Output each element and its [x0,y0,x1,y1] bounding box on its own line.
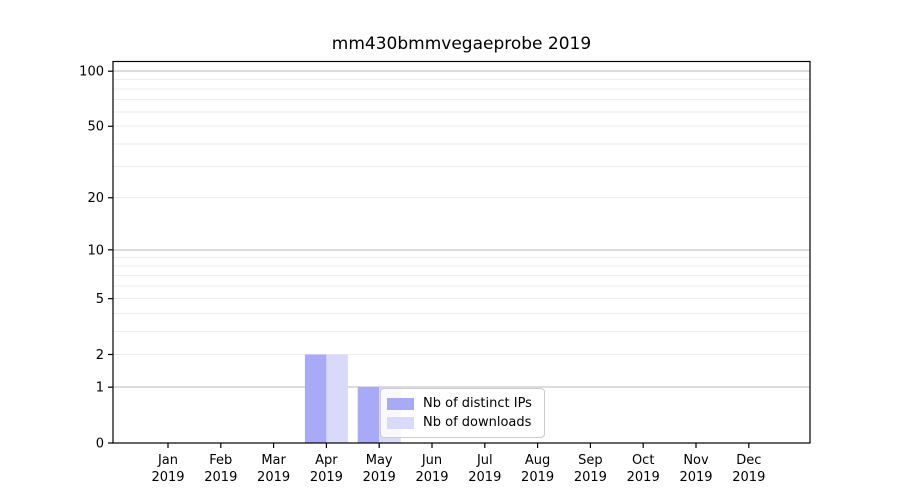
x-tick-label-jan: Jan [157,453,178,468]
legend-entry-distinct-ips: Nb of distinct IPs [387,396,536,411]
x-tick-label-aug: Aug [525,453,550,468]
x-tick-label-may: May [366,453,393,468]
bar-downloads-apr [326,354,348,443]
y-tick-label-2: 2 [96,348,104,363]
x-tick-sublabel-may: 2019 [363,470,396,485]
y-tick-label-0: 0 [96,437,104,452]
x-tick-sublabel-feb: 2019 [204,470,237,485]
x-tick-sublabel-nov: 2019 [679,470,712,485]
y-tick-label-10: 10 [87,243,104,258]
x-tick-sublabel-aug: 2019 [521,470,554,485]
legend-swatch-downloads [387,416,414,429]
x-tick-label-feb: Feb [209,453,232,468]
x-axis-ticks: Jan 2019 Feb 2019 Mar 2019 Apr 2019 May 2019 Jun 20… [151,443,765,485]
y-gridlines-minor [113,79,810,355]
x-tick-label-oct: Oct [632,453,654,468]
x-tick-label-sep: Sep [578,453,603,468]
y-gridlines-major [113,70,810,388]
y-axis-ticks: 0 1 2 5 10 20 50 100 [79,65,113,452]
plot-border [112,60,811,444]
x-tick-sublabel-sep: 2019 [574,470,607,485]
y-tick-label-50: 50 [87,120,104,135]
bar-distinct-ips-may [357,387,380,443]
x-tick-label-nov: Nov [683,453,709,468]
y-tick-label-1: 1 [96,381,104,396]
x-tick-sublabel-jul: 2019 [468,470,501,485]
x-tick-label-jul: Jul [476,453,493,468]
legend-label-distinct-ips: Nb of distinct IPs [423,396,532,411]
x-tick-label-mar: Mar [261,453,286,468]
x-tick-sublabel-apr: 2019 [310,470,343,485]
x-tick-sublabel-mar: 2019 [257,470,290,485]
chart-title: mm430bmmvegaeprobe 2019 [331,34,592,54]
legend-entry-downloads: Nb of downloads [387,415,536,430]
y-tick-label-100: 100 [79,65,104,80]
y-tick-label-20: 20 [87,191,104,206]
x-tick-sublabel-dec: 2019 [732,470,765,485]
legend-swatch-distinct-ips [387,397,414,410]
bar-distinct-ips-apr [304,354,327,443]
x-tick-label-jun: Jun [421,453,442,468]
x-tick-label-apr: Apr [315,453,338,468]
x-tick-sublabel-jan: 2019 [151,470,184,485]
x-tick-sublabel-oct: 2019 [627,470,660,485]
x-tick-label-dec: Dec [736,453,761,468]
legend: Nb of distinct IPs Nb of downloads [380,388,545,438]
legend-label-downloads: Nb of downloads [423,415,532,430]
x-tick-sublabel-jun: 2019 [415,470,448,485]
y-tick-label-5: 5 [96,292,104,307]
